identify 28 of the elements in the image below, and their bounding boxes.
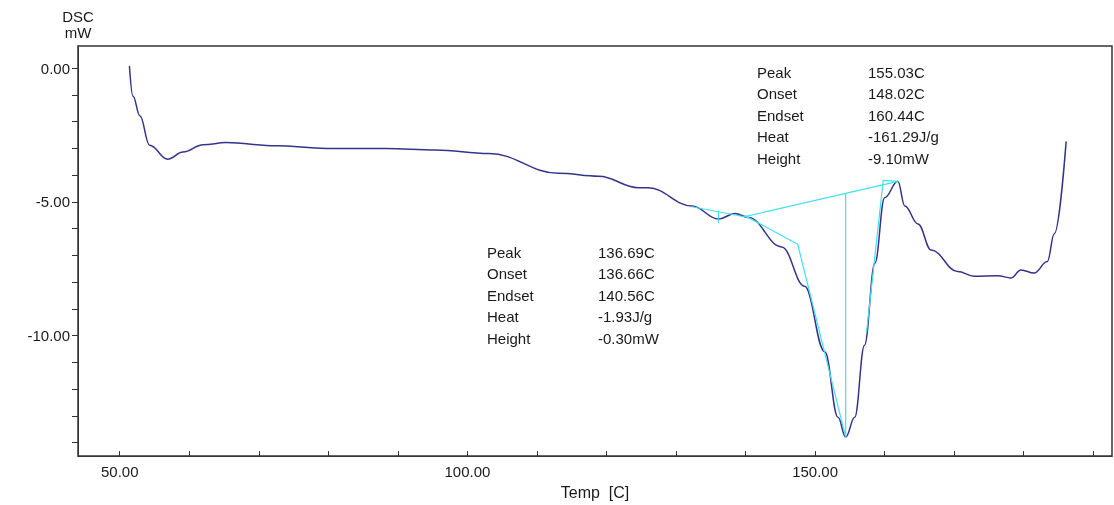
annotation: Heat (757, 128, 790, 145)
y-tick-label: -10.00 (27, 327, 70, 345)
x-tick-label: 150.00 (792, 463, 839, 481)
annotation: 140.56C (598, 286, 655, 304)
annotation: -1.93J/g (598, 308, 653, 325)
x-axis-title: Temp [C] (560, 483, 630, 501)
annotation: 160.44C (868, 106, 925, 124)
annotation: 136.69C (598, 243, 655, 261)
x-tick-label: 100.00 (444, 463, 491, 481)
annotation: Onset (487, 265, 528, 282)
annotation: Onset (757, 85, 798, 102)
x-tick-label: 50.00 (100, 463, 139, 481)
annotation: 136.66C (598, 265, 655, 282)
annotation: -9.10mW (868, 149, 930, 167)
annotation: Heat (487, 308, 520, 325)
annotation: 155.03C (868, 63, 925, 81)
annotation: -0.30mW (598, 329, 660, 347)
annotation: Height (487, 329, 532, 347)
annotation: Endset (757, 106, 805, 124)
y-tick-label: 0.00 (40, 59, 70, 77)
annotation: Height (757, 149, 802, 167)
annotation: 148.02C (868, 85, 925, 102)
annotation: -161.29J/g (868, 128, 939, 145)
y-axis-title: DSC mW (62, 7, 94, 41)
annotation: Endset (487, 286, 535, 304)
annotation: Peak (757, 63, 792, 81)
annotation: Peak (487, 243, 522, 261)
y-tick-label: -5.00 (35, 193, 70, 211)
